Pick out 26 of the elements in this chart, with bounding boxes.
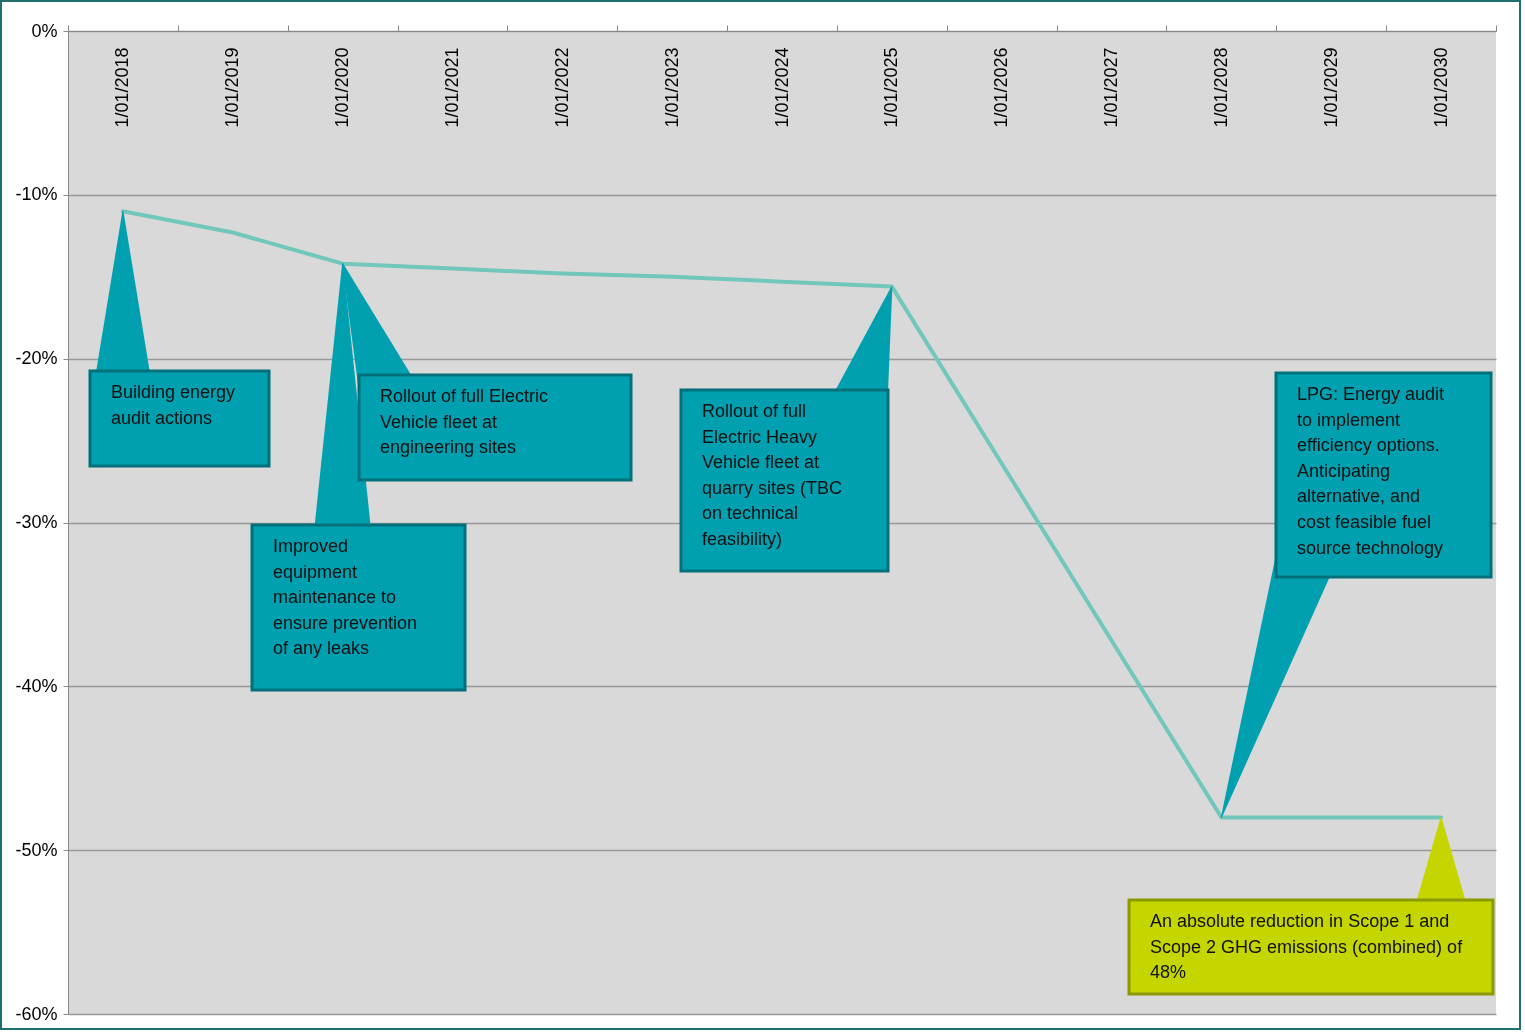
x-tick-label: 1/01/2029 <box>1320 47 1341 128</box>
x-tick-label: 1/01/2028 <box>1210 47 1231 128</box>
x-tick-label: 1/01/2026 <box>991 47 1012 128</box>
x-tick-label: 1/01/2021 <box>441 47 462 128</box>
x-tick-label: 1/01/2022 <box>551 47 572 128</box>
annotation: Improved equipment maintenance to ensure prevention of any leaks <box>273 536 418 659</box>
annotation: An absolute reduction in Scope 1 and Scope 2 GHG emissions (combined) of 48% <box>1150 911 1464 983</box>
x-tick-label: 1/01/2024 <box>771 47 792 128</box>
y-tick-label: -20% <box>15 348 58 369</box>
y-tick-label: -60% <box>15 1003 58 1024</box>
y-tick-label: -30% <box>15 512 58 532</box>
x-tick-label: 1/01/2020 <box>332 47 353 128</box>
annotation: Rollout of full Electric Heavy Vehicle fleet at quarry sites (TBC on technical feasibility) <box>702 401 843 549</box>
annotation: Rollout of full Electric Vehicle fleet at engineering sites <box>380 386 549 458</box>
x-tick-label: 1/01/2025 <box>881 47 902 128</box>
x-tick-label: 1/01/2027 <box>1101 47 1122 128</box>
x-tick-label: 1/01/2019 <box>222 47 243 128</box>
x-tick-label: 1/01/2023 <box>661 47 682 128</box>
annotation: LPG: Energy audit to implement efficiency options. Anticipating alternative, and cost feasible fuel source technology <box>1297 384 1445 558</box>
y-tick-label: -40% <box>15 675 58 696</box>
x-tick-label: 1/01/2018 <box>112 47 133 128</box>
annotation: Building energy audit actions <box>111 382 236 428</box>
y-tick-label: -10% <box>15 184 58 205</box>
y-tick-label: 0% <box>31 20 58 41</box>
x-tick-label: 1/01/2030 <box>1430 47 1451 128</box>
y-tick-label: -50% <box>15 839 58 860</box>
